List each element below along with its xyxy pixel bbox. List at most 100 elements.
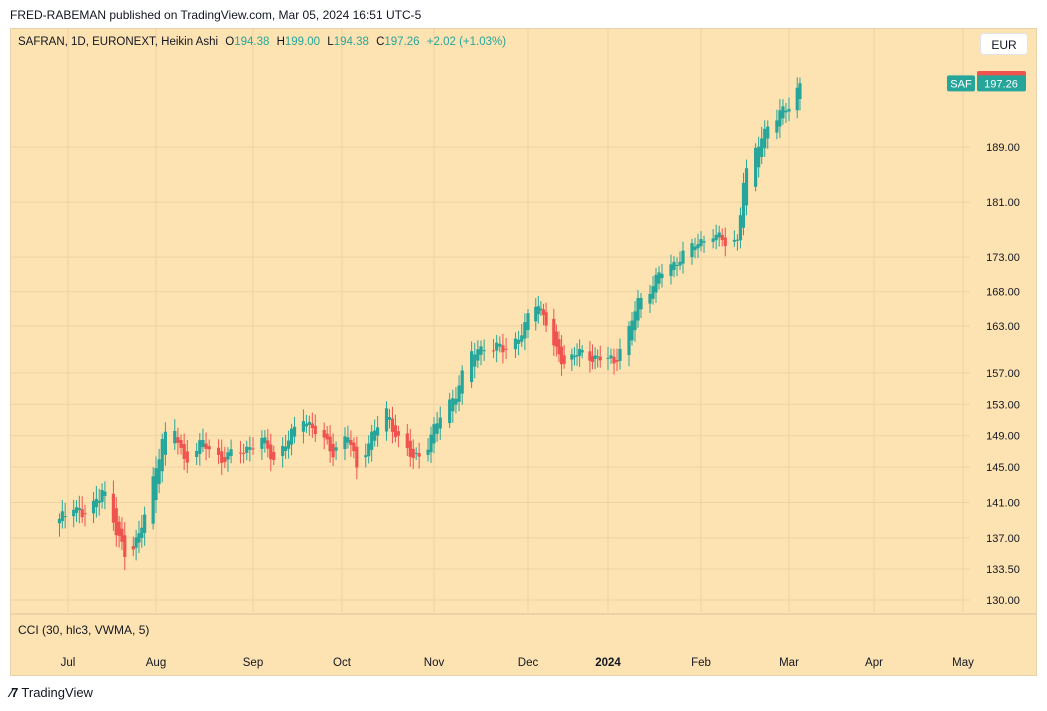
- candle-body: [242, 452, 246, 454]
- candle-body: [784, 110, 788, 113]
- publisher-note: FRED-RABEMAN published on TradingView.co…: [10, 8, 422, 22]
- indicator-label[interactable]: CCI (30, hlc3, VWMA, 5): [18, 623, 150, 637]
- candle-body: [396, 431, 400, 436]
- candle: [376, 416, 380, 447]
- candle: [544, 302, 548, 333]
- candle-body: [195, 450, 199, 457]
- tradingview-logo[interactable]: ⁄7 TradingView: [10, 685, 93, 700]
- candle-body: [675, 264, 679, 266]
- candle: [331, 433, 335, 466]
- candle: [539, 301, 543, 316]
- symbol-tag: [947, 75, 975, 92]
- candle: [651, 275, 655, 305]
- candle: [134, 529, 138, 561]
- candle: [660, 263, 664, 288]
- candle-body: [479, 346, 483, 355]
- candle-body: [63, 516, 67, 518]
- candle-body: [609, 355, 613, 359]
- candle: [80, 496, 84, 523]
- candle: [526, 309, 530, 339]
- low-label: L: [327, 36, 334, 48]
- candle-body: [544, 312, 548, 326]
- candle: [63, 502, 67, 529]
- candle: [693, 237, 697, 259]
- candle-body: [120, 528, 124, 542]
- time-tick-label: Aug: [146, 657, 166, 669]
- price-axis[interactable]: 189.00 181.00 173.00 168.00 163.00 157.00 153.…: [986, 142, 1020, 607]
- candle: [182, 433, 186, 471]
- candle-body: [238, 452, 243, 454]
- candle: [60, 500, 64, 529]
- candle-body: [554, 331, 558, 347]
- candle: [223, 446, 227, 469]
- candle-body: [346, 437, 350, 443]
- time-tick-label: Feb: [691, 657, 711, 669]
- candle: [346, 425, 350, 449]
- candle-body: [334, 447, 338, 451]
- grid: [11, 29, 970, 612]
- candle: [435, 411, 439, 442]
- candle: [559, 335, 564, 376]
- candle-body: [760, 138, 764, 157]
- candle-body: [182, 443, 186, 459]
- candle: [408, 428, 412, 467]
- candle-body: [766, 126, 770, 139]
- candle: [702, 235, 706, 253]
- candle-body: [80, 509, 84, 518]
- candle: [384, 401, 389, 441]
- candle: [575, 343, 579, 366]
- candle: [681, 241, 685, 274]
- candle-body: [91, 500, 96, 514]
- candle: [74, 500, 79, 523]
- candle-body: [111, 493, 116, 523]
- candle: [373, 419, 377, 447]
- candle: [432, 417, 436, 454]
- candle-body: [60, 511, 64, 522]
- candle: [179, 434, 183, 455]
- time-tick-label: Sep: [243, 657, 263, 669]
- candle: [157, 448, 161, 494]
- candle-body: [696, 244, 700, 249]
- tradingview-mark-icon: ⁄7: [10, 685, 18, 700]
- candle: [588, 341, 592, 373]
- chart-frame: [10, 28, 1037, 676]
- time-axis[interactable]: Jul Aug Sep Oct Nov Dec 2024 Feb Mar Apr May: [61, 657, 974, 669]
- candle-body: [287, 440, 291, 449]
- symbol-title: SAFRAN, 1D, EURONEXT, Heikin Ashi: [18, 36, 219, 48]
- candle-body: [457, 385, 461, 402]
- candle: [491, 338, 496, 358]
- candle-body: [248, 447, 252, 450]
- candle-body: [117, 521, 121, 536]
- candle: [284, 434, 288, 460]
- candle-body: [325, 433, 329, 440]
- candle-body: [281, 446, 285, 456]
- candle-body: [781, 106, 785, 119]
- candle: [414, 447, 418, 460]
- candle: [417, 442, 421, 469]
- candle: [163, 422, 167, 466]
- candle: [630, 312, 634, 346]
- candle-body: [539, 308, 543, 311]
- candle: [429, 426, 433, 464]
- currency-button[interactable]: EUR: [980, 33, 1028, 55]
- candle: [216, 439, 221, 465]
- candle: [615, 348, 619, 372]
- candle-body: [738, 215, 743, 241]
- candle: [479, 340, 483, 366]
- candle: [636, 289, 640, 328]
- candle-body: [157, 459, 161, 485]
- candle-body: [204, 443, 208, 449]
- candle-body: [559, 346, 564, 365]
- candle: [97, 488, 101, 516]
- candle-body: [260, 437, 264, 449]
- candle-body: [690, 243, 694, 258]
- candle: [220, 439, 224, 475]
- candle: [367, 435, 371, 464]
- candle-body: [134, 537, 138, 548]
- candle: [411, 439, 415, 469]
- candle: [251, 437, 255, 455]
- candle-body: [263, 437, 267, 444]
- candle: [798, 77, 802, 111]
